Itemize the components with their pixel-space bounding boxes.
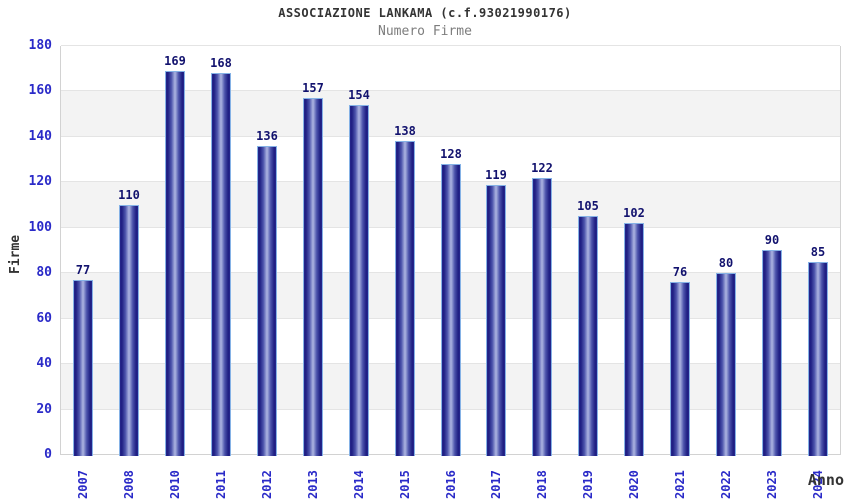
x-tick-label: 2021 bbox=[673, 470, 687, 500]
x-tick-label: 2013 bbox=[306, 470, 320, 500]
bar-2010[interactable] bbox=[165, 71, 185, 456]
x-tick-label: 2016 bbox=[444, 470, 458, 500]
bar-value-label: 76 bbox=[672, 265, 688, 279]
y-tick-label: 40 bbox=[36, 356, 52, 372]
bar-2016[interactable] bbox=[441, 164, 461, 456]
bar-2024[interactable] bbox=[808, 262, 828, 456]
bar-value-label: 122 bbox=[531, 161, 553, 175]
x-tick-label: 2023 bbox=[765, 470, 779, 500]
bar-2011[interactable] bbox=[211, 73, 231, 456]
y-tick-label: 160 bbox=[28, 83, 52, 99]
bar-value-label: 157 bbox=[302, 81, 324, 95]
x-tick-label: 2007 bbox=[76, 470, 90, 500]
bar-value-label: 80 bbox=[718, 256, 734, 270]
y-tick-label: 60 bbox=[36, 310, 52, 326]
bar-value-label: 136 bbox=[256, 129, 278, 143]
bar-2008[interactable] bbox=[119, 205, 139, 456]
y-tick-label: 100 bbox=[28, 219, 52, 235]
grid-band bbox=[61, 90, 840, 136]
bar-value-label: 168 bbox=[210, 56, 232, 70]
bar-2014[interactable] bbox=[349, 105, 369, 456]
y-tick-label: 0 bbox=[44, 447, 52, 462]
bar-2007[interactable] bbox=[73, 280, 93, 456]
bar-2013[interactable] bbox=[303, 98, 323, 456]
x-tick-label: 2010 bbox=[168, 470, 182, 500]
bar-value-label: 102 bbox=[623, 206, 645, 220]
bar-2015[interactable] bbox=[395, 141, 415, 456]
bar-2023[interactable] bbox=[762, 250, 782, 456]
bar-value-label: 90 bbox=[764, 233, 780, 247]
x-tick-label: 2017 bbox=[489, 470, 503, 500]
bar-value-label: 77 bbox=[75, 263, 91, 277]
bar-2017[interactable] bbox=[486, 185, 506, 456]
y-tick-label: 120 bbox=[28, 174, 52, 190]
bar-2020[interactable] bbox=[624, 223, 644, 456]
y-tick-label: 180 bbox=[28, 38, 52, 53]
bar-value-label: 110 bbox=[118, 188, 140, 202]
x-tick-label: 2008 bbox=[122, 470, 136, 500]
x-axis-title: Anno bbox=[807, 471, 844, 489]
x-tick-label: 2022 bbox=[719, 470, 733, 500]
grid-band bbox=[61, 45, 840, 91]
bar-2021[interactable] bbox=[670, 282, 690, 456]
bar-value-label: 169 bbox=[164, 54, 186, 68]
x-tick-label: 2014 bbox=[352, 470, 366, 500]
y-tick-label: 140 bbox=[28, 128, 52, 144]
chart-subtitle: Numero Firme bbox=[378, 24, 472, 39]
x-tick-label: 2011 bbox=[214, 470, 228, 500]
y-tick-label: 20 bbox=[36, 401, 52, 417]
bar-2019[interactable] bbox=[578, 216, 598, 456]
bar-value-label: 119 bbox=[485, 168, 507, 182]
bar-value-label: 105 bbox=[577, 199, 599, 213]
bar-value-label: 154 bbox=[348, 88, 370, 102]
x-tick-label: 2018 bbox=[535, 470, 549, 500]
bar-2022[interactable] bbox=[716, 273, 736, 456]
x-tick-label: 2019 bbox=[581, 470, 595, 500]
chart-title: ASSOCIAZIONE LANKAMA (c.f.93021990176) bbox=[278, 6, 572, 20]
bar-value-label: 128 bbox=[440, 147, 462, 161]
x-tick-label: 2020 bbox=[627, 470, 641, 500]
bar-value-label: 85 bbox=[810, 245, 826, 259]
x-tick-label: 2015 bbox=[398, 470, 412, 500]
x-tick-label: 2012 bbox=[260, 470, 274, 500]
bar-2018[interactable] bbox=[532, 178, 552, 456]
y-tick-label: 80 bbox=[36, 265, 52, 281]
bar-2012[interactable] bbox=[257, 146, 277, 456]
bar-value-label: 138 bbox=[394, 124, 416, 138]
